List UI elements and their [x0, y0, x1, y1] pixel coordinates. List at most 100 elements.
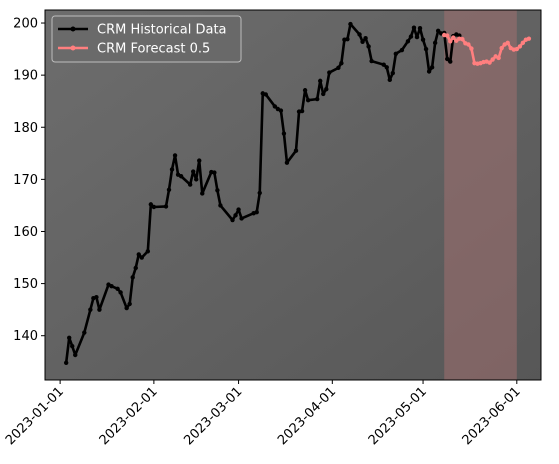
data-point [408, 34, 414, 39]
data-point [339, 60, 344, 66]
data-point [263, 92, 268, 97]
y-tick-label: 170 [13, 173, 38, 188]
data-point [130, 275, 135, 280]
data-point [457, 33, 462, 38]
data-point [426, 69, 432, 74]
data-point [218, 203, 223, 208]
y-tick-label: 160 [13, 225, 38, 240]
data-point [233, 213, 238, 218]
data-point [163, 204, 169, 209]
legend-swatch-marker [70, 26, 76, 32]
data-point [435, 28, 441, 34]
data-point [97, 307, 102, 312]
data-point [284, 160, 290, 165]
data-point [293, 148, 299, 153]
data-point [254, 210, 259, 215]
data-point [448, 59, 453, 64]
data-point [127, 301, 132, 307]
data-point [212, 170, 217, 175]
data-point [63, 360, 69, 365]
data-point [257, 190, 262, 196]
data-point [360, 39, 365, 44]
data-point [490, 57, 495, 62]
data-point [178, 174, 184, 179]
data-point [466, 42, 471, 47]
data-point [239, 216, 244, 221]
data-point [357, 32, 362, 37]
data-point [230, 217, 235, 223]
data-point [517, 44, 523, 49]
data-point [405, 39, 411, 44]
data-point [448, 39, 453, 44]
data-point [169, 167, 175, 172]
data-point [514, 46, 519, 52]
data-point [70, 343, 75, 349]
data-point [384, 65, 389, 70]
data-point [124, 305, 129, 311]
data-point [133, 265, 138, 271]
data-point [281, 131, 287, 136]
data-point [423, 46, 429, 52]
data-point [302, 88, 308, 93]
legend-item: CRM Forecast 0.5 [58, 42, 210, 57]
data-point [429, 65, 435, 70]
data-point [345, 36, 350, 42]
data-point [115, 286, 120, 291]
x-tick-label: 2023-06-01 [460, 384, 524, 448]
data-point [387, 77, 392, 83]
data-point [381, 62, 386, 67]
data-point [151, 204, 157, 210]
data-point [109, 284, 114, 289]
data-point [496, 55, 501, 61]
plot-frame [44, 9, 542, 381]
forecast-band [444, 10, 517, 380]
data-point [318, 78, 323, 84]
data-point [451, 35, 456, 40]
data-point [172, 153, 178, 158]
data-point [118, 290, 123, 295]
data-point [348, 21, 353, 27]
data-point [417, 26, 423, 31]
x-tick-label: 2023-01-01 [3, 384, 67, 448]
data-point [194, 177, 199, 182]
y-tick-label: 180 [13, 121, 38, 136]
data-point [366, 44, 371, 49]
data-point [145, 249, 151, 254]
data-point [469, 46, 474, 51]
data-point [305, 97, 311, 103]
data-point [82, 330, 87, 335]
data-point [88, 307, 93, 312]
legend-box [51, 15, 242, 63]
y-tick-label: 140 [13, 329, 38, 344]
data-point [487, 60, 492, 65]
data-point [67, 335, 72, 340]
series-forecast [442, 32, 532, 66]
data-point [411, 25, 417, 30]
data-point [236, 207, 241, 212]
data-point [526, 36, 532, 41]
legend-swatch-marker [70, 45, 76, 51]
data-point [445, 56, 450, 62]
data-point [136, 252, 141, 257]
data-point [505, 40, 510, 46]
data-point [191, 169, 196, 174]
data-point [200, 191, 205, 196]
legend-label: CRM Historical Data [97, 23, 227, 38]
data-point [390, 70, 395, 76]
data-point [432, 40, 438, 46]
y-tick-label: 200 [13, 17, 38, 32]
x-tick-label: 2023-02-01 [97, 384, 161, 448]
legend: CRM Historical Data CRM Forecast 0.5 [51, 15, 242, 63]
data-point [420, 37, 426, 42]
x-tick-label: 2023-03-01 [181, 384, 245, 448]
data-point [445, 33, 450, 38]
data-point [336, 65, 341, 71]
y-tick-label: 150 [13, 277, 38, 292]
data-point [148, 202, 154, 207]
data-point [272, 104, 278, 109]
data-point [299, 108, 305, 114]
data-point [414, 34, 420, 40]
y-tick-label: 190 [13, 69, 38, 84]
x-tick-label: 2023-04-01 [275, 384, 339, 448]
